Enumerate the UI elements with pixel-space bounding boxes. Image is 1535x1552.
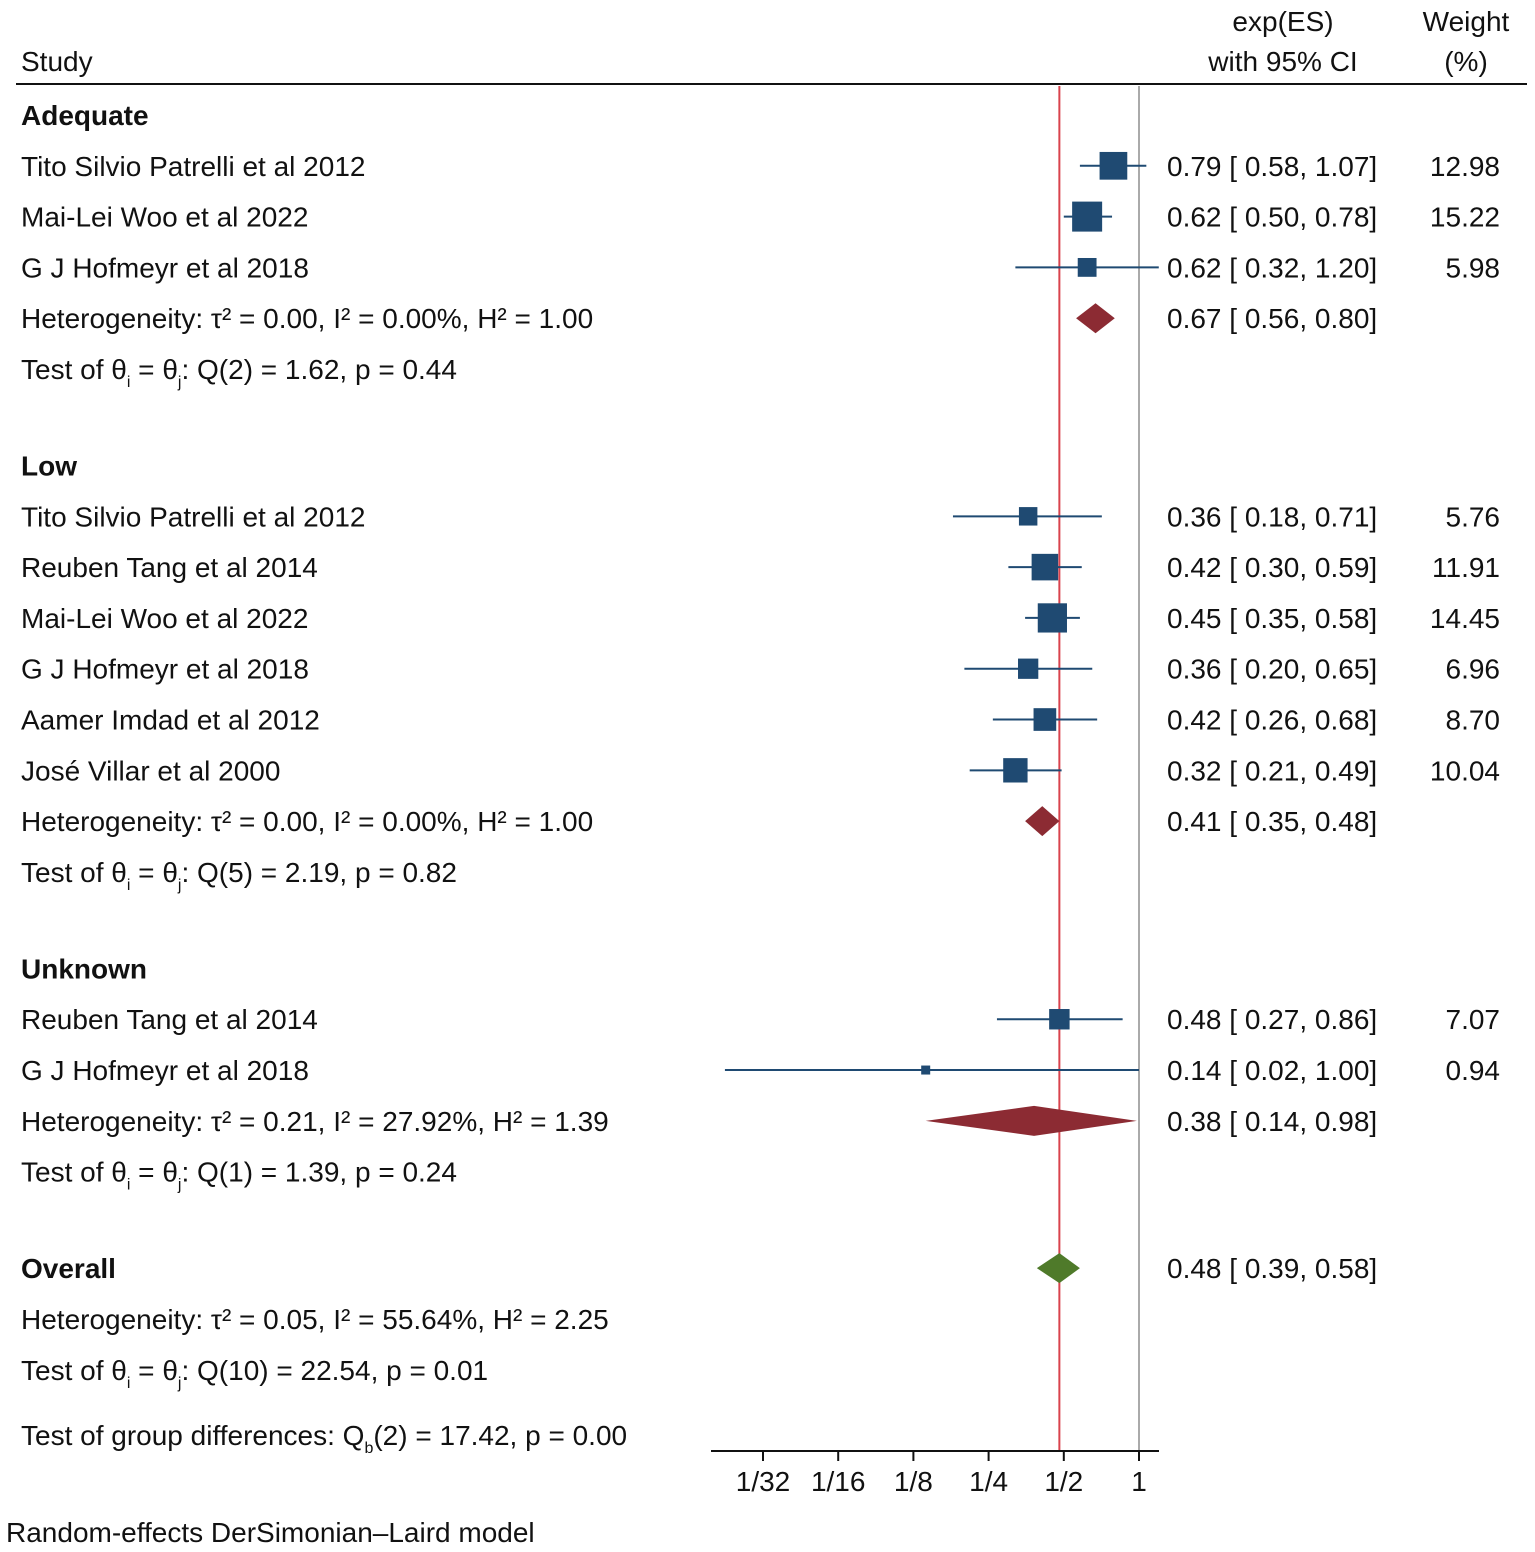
effect-marker xyxy=(1033,708,1057,731)
effect-estimate: 0.14 [ 0.02, 1.00] xyxy=(1167,1055,1377,1086)
header-es-line1: exp(ES) xyxy=(1232,6,1333,37)
pooled-estimate: 0.67 [ 0.56, 0.80] xyxy=(1167,303,1377,334)
header-study-label: Study xyxy=(21,46,93,77)
effect-estimate: 0.79 [ 0.58, 1.07] xyxy=(1167,151,1377,182)
x-axis-tick-label: 1 xyxy=(1131,1466,1147,1497)
study-weight: 14.45 xyxy=(1430,603,1500,634)
overall-heading: Overall xyxy=(21,1253,116,1284)
study-weight: 7.07 xyxy=(1446,1004,1501,1035)
heterogeneity-stats: Heterogeneity: τ² = 0.00, I² = 0.00%, H²… xyxy=(21,806,593,837)
subgroup-diamond xyxy=(925,1105,1137,1136)
forest-rows: Adequate Tito Silvio Patrelli et al 2012 0… xyxy=(21,100,1500,1457)
study-name: Aamer Imdad et al 2012 xyxy=(21,705,320,736)
effect-estimate: 0.36 [ 0.18, 0.71] xyxy=(1167,501,1377,532)
overall-homogeneity-test: Test of θi = θj: Q(10) = 22.54, p = 0.01 xyxy=(21,1355,488,1392)
study-name: Reuben Tang et al 2014 xyxy=(21,552,318,583)
study-name: Tito Silvio Patrelli et al 2012 xyxy=(21,501,365,532)
study-name: Mai-Lei Woo et al 2022 xyxy=(21,202,308,233)
header-es-line2: with 95% CI xyxy=(1207,46,1357,77)
effect-marker xyxy=(1072,201,1103,232)
footer-note: Random-effects DerSimonian–Laird model xyxy=(6,1517,535,1548)
heterogeneity-stats: Heterogeneity: τ² = 0.21, I² = 27.92%, H… xyxy=(21,1106,609,1137)
study-name: G J Hofmeyr et al 2018 xyxy=(21,654,309,685)
study-weight: 5.98 xyxy=(1446,252,1501,283)
heterogeneity-stats: Heterogeneity: τ² = 0.00, I² = 0.00%, H²… xyxy=(21,303,593,334)
header-weight-line1: Weight xyxy=(1423,6,1510,37)
subgroup-diamond xyxy=(1025,806,1060,837)
effect-marker xyxy=(921,1065,931,1075)
homogeneity-test: Test of θi = θj: Q(2) = 1.62, p = 0.44 xyxy=(21,354,457,391)
effect-estimate: 0.42 [ 0.30, 0.59] xyxy=(1167,552,1377,583)
reference-lines xyxy=(1058,86,1140,1451)
effect-estimate: 0.32 [ 0.21, 0.49] xyxy=(1167,755,1377,786)
homogeneity-test: Test of θi = θj: Q(5) = 2.19, p = 0.82 xyxy=(21,857,457,894)
header-weight-line2: (%) xyxy=(1444,46,1488,77)
study-name: G J Hofmeyr et al 2018 xyxy=(21,1055,309,1086)
study-weight: 5.76 xyxy=(1446,501,1501,532)
group-heading: Adequate xyxy=(21,100,149,131)
study-weight: 10.04 xyxy=(1430,755,1500,786)
homogeneity-test: Test of θi = θj: Q(1) = 1.39, p = 0.24 xyxy=(21,1157,457,1194)
effect-marker xyxy=(1099,151,1128,180)
study-weight: 15.22 xyxy=(1430,202,1500,233)
study-name: G J Hofmeyr et al 2018 xyxy=(21,252,309,283)
study-weight: 6.96 xyxy=(1446,654,1501,685)
x-axis-tick-label: 1/2 xyxy=(1044,1466,1083,1497)
effect-marker xyxy=(1018,507,1038,526)
subgroup-diamond xyxy=(1076,303,1115,334)
x-axis-tick-label: 1/32 xyxy=(736,1466,791,1497)
effect-marker xyxy=(1003,758,1028,783)
x-axis-tick-label: 1/16 xyxy=(811,1466,866,1497)
study-weight: 11.91 xyxy=(1432,552,1500,583)
effect-marker xyxy=(1018,658,1039,679)
x-axis-tick-label: 1/8 xyxy=(894,1466,933,1497)
pooled-estimate: 0.41 [ 0.35, 0.48] xyxy=(1167,806,1377,837)
study-weight: 8.70 xyxy=(1446,705,1501,736)
x-axis: 1/32 1/16 1/8 1/4 1/2 1 xyxy=(711,1450,1159,1497)
effect-estimate: 0.42 [ 0.26, 0.68] xyxy=(1167,705,1377,736)
effect-marker xyxy=(1049,1009,1070,1030)
study-weight: 0.94 xyxy=(1446,1055,1501,1086)
pooled-estimate: 0.38 [ 0.14, 0.98] xyxy=(1167,1106,1377,1137)
effect-marker xyxy=(1037,603,1067,633)
effect-marker xyxy=(1077,257,1097,277)
x-axis-tick-label: 1/4 xyxy=(969,1466,1008,1497)
group-heading: Unknown xyxy=(21,953,147,984)
effect-estimate: 0.36 [ 0.20, 0.65] xyxy=(1167,654,1377,685)
group-difference-test: Test of group differences: Qb(2) = 17.42… xyxy=(21,1420,627,1457)
overall-estimate: 0.48 [ 0.39, 0.58] xyxy=(1167,1253,1377,1284)
group-heading: Low xyxy=(21,451,77,482)
study-weight: 12.98 xyxy=(1430,151,1500,182)
effect-estimate: 0.45 [ 0.35, 0.58] xyxy=(1167,603,1377,634)
effect-estimate: 0.62 [ 0.32, 1.20] xyxy=(1167,252,1377,283)
effect-estimate: 0.48 [ 0.27, 0.86] xyxy=(1167,1004,1377,1035)
study-name: José Villar et al 2000 xyxy=(21,755,280,786)
overall-diamond xyxy=(1036,1253,1080,1284)
overall-heterogeneity: Heterogeneity: τ² = 0.05, I² = 55.64%, H… xyxy=(21,1304,609,1335)
study-name: Tito Silvio Patrelli et al 2012 xyxy=(21,151,365,182)
study-name: Mai-Lei Woo et al 2022 xyxy=(21,603,308,634)
effect-marker xyxy=(1031,553,1059,581)
study-name: Reuben Tang et al 2014 xyxy=(21,1004,318,1035)
effect-estimate: 0.62 [ 0.50, 0.78] xyxy=(1167,202,1377,233)
